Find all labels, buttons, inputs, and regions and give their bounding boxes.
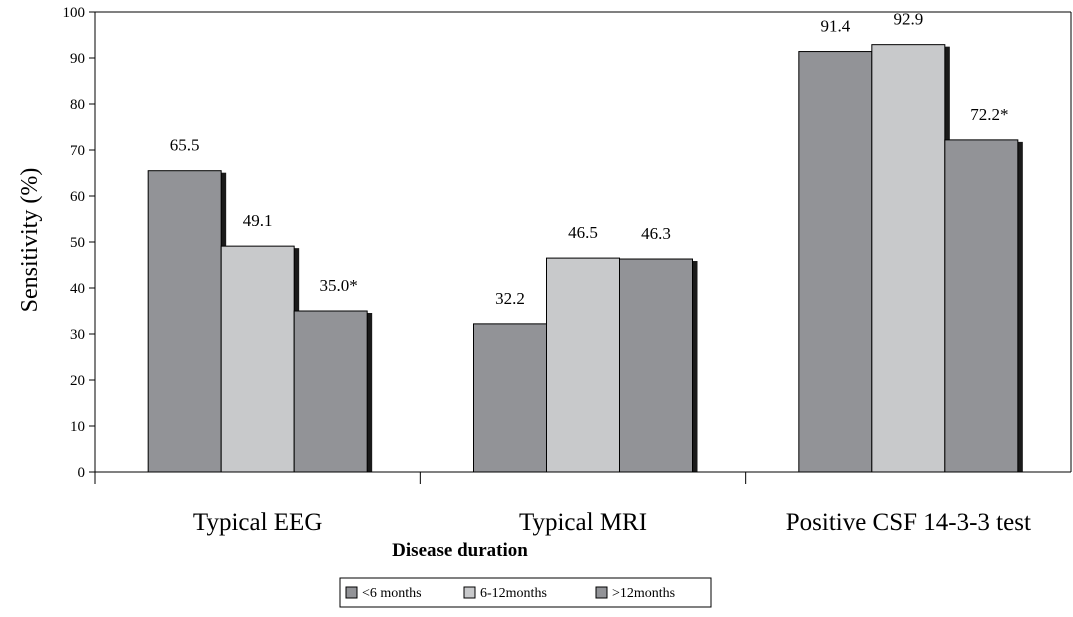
y-tick-label: 50 (70, 235, 85, 251)
bar (944, 139, 1019, 473)
x-axis-label: Disease duration (392, 540, 528, 561)
category-label: Positive CSF 14-3-3 test (786, 509, 1031, 536)
bar (220, 245, 295, 473)
bar (147, 170, 222, 473)
bars-layer (147, 44, 1023, 473)
bar-shadow (367, 313, 373, 472)
data-label: 46.5 (568, 223, 598, 242)
data-labels-layer: 65.5 49.1 35.0* 32.2 46.5 46.3 91.4 92.9 72.2* (170, 10, 1009, 308)
y-tick-label: 30 (70, 327, 85, 343)
bar (293, 310, 368, 473)
data-label: 32.2 (495, 289, 525, 308)
bar-shadow (1017, 141, 1023, 472)
y-tick-label: 0 (78, 465, 86, 481)
y-tick-label: 10 (70, 419, 85, 435)
y-tick-label: 90 (70, 51, 85, 67)
data-label: 65.5 (170, 136, 200, 155)
legend-swatch (345, 586, 358, 599)
bar (798, 51, 873, 473)
legend-swatch (595, 586, 608, 599)
y-tick-label: 100 (63, 5, 86, 21)
y-tick-label: 70 (70, 143, 85, 159)
legend-label: <6 months (362, 586, 422, 601)
bar (546, 257, 620, 473)
data-label: 92.9 (893, 10, 923, 29)
data-label: 46.3 (641, 224, 671, 243)
data-label: 49.1 (243, 211, 273, 230)
bar-shadow (692, 261, 698, 472)
bar (871, 44, 946, 473)
data-label: 35.0* (320, 276, 358, 295)
legend-label: >12months (612, 586, 675, 601)
data-label: 72.2* (970, 105, 1008, 124)
legend-label: 6-12months (480, 586, 547, 601)
y-tick-label: 40 (70, 281, 85, 297)
category-label: Typical EEG (193, 509, 322, 536)
y-tick-label: 80 (70, 97, 85, 113)
y-tick-label: 60 (70, 189, 85, 205)
legend-swatch (463, 586, 476, 599)
y-tick-label: 20 (70, 373, 85, 389)
axes-layer: 0 10 20 30 40 50 60 70 80 90 100 Typical EEG Typical… (63, 5, 1072, 536)
data-label: 91.4 (820, 17, 850, 36)
category-label: Typical MRI (519, 509, 647, 536)
bar (473, 323, 547, 473)
y-axis-label: Sensitivity (%) (17, 168, 43, 313)
bar (619, 258, 693, 473)
legend-box (339, 577, 712, 608)
legend: <6 months 6-12months >12months (339, 577, 712, 608)
